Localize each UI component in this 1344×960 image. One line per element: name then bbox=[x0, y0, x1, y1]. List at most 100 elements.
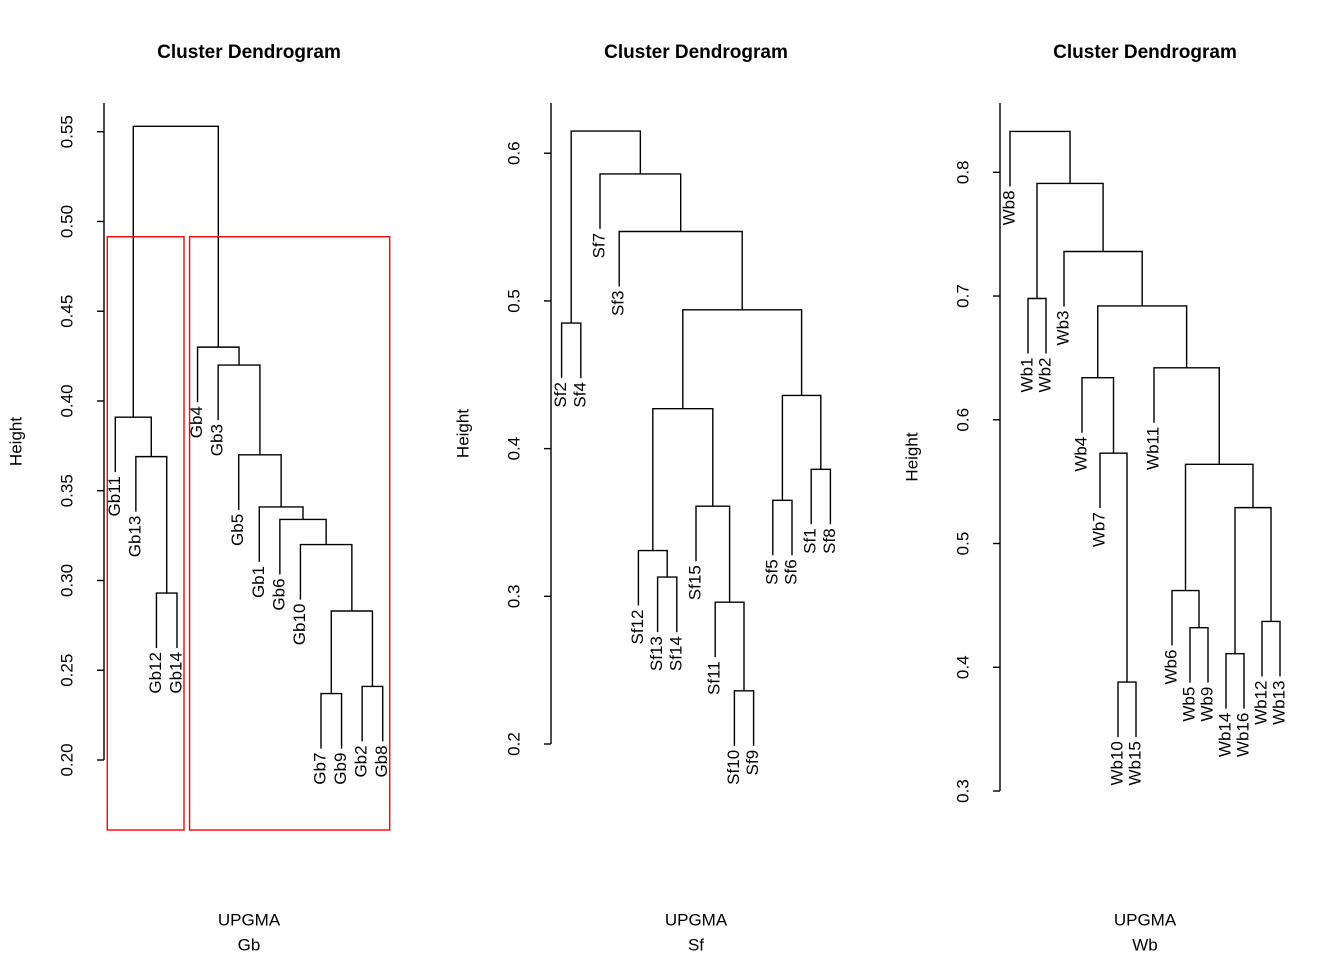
sub-label: Wb bbox=[1132, 935, 1158, 954]
leaf-label: Wb9 bbox=[1197, 687, 1216, 722]
merge bbox=[618, 230, 743, 310]
leaf-label: Sf12 bbox=[628, 610, 647, 645]
leaf-label: Sf8 bbox=[820, 528, 839, 554]
chart-title: Cluster Dendrogram bbox=[604, 42, 788, 63]
y-tick-label: 0.35 bbox=[57, 474, 76, 507]
merge bbox=[637, 549, 668, 606]
leaf-label: Wb13 bbox=[1269, 680, 1288, 724]
y-axis-label: Height bbox=[902, 432, 921, 481]
leaf-label: Wb10 bbox=[1107, 741, 1126, 785]
merge bbox=[320, 692, 343, 749]
leaf-label: Gb11 bbox=[105, 476, 124, 516]
leaf-label: Wb4 bbox=[1071, 437, 1090, 472]
chart-title: Cluster Dendrogram bbox=[1053, 42, 1237, 63]
leaf-label: Gb10 bbox=[290, 604, 309, 646]
merge bbox=[1189, 626, 1209, 683]
y-tick-label: 0.3 bbox=[953, 779, 972, 803]
y-tick-label: 0.6 bbox=[504, 141, 523, 165]
merge bbox=[361, 685, 384, 742]
merge bbox=[1009, 130, 1071, 187]
y-tick-label: 0.6 bbox=[953, 408, 972, 432]
leaf-label: Sf10 bbox=[724, 750, 743, 785]
y-tick-label: 0.3 bbox=[504, 584, 523, 608]
y-tick-label: 0.5 bbox=[504, 289, 523, 313]
merge bbox=[599, 173, 682, 232]
merge bbox=[238, 454, 282, 510]
leaf-label: Sf5 bbox=[762, 559, 781, 585]
leaf-label: Sf15 bbox=[685, 565, 704, 600]
leaf-label: Sf9 bbox=[743, 750, 762, 776]
merge bbox=[1261, 620, 1281, 677]
merge bbox=[114, 416, 152, 473]
leaf-label: Sf11 bbox=[705, 661, 724, 695]
cluster-box bbox=[106, 236, 185, 831]
y-tick-label: 0.2 bbox=[504, 732, 523, 756]
merge bbox=[1225, 652, 1245, 709]
leaf-label: Gb3 bbox=[208, 424, 227, 456]
leaf-label: Wb2 bbox=[1035, 358, 1054, 393]
leaf-label: Sf7 bbox=[589, 233, 608, 259]
leaf-label: Wb8 bbox=[999, 190, 1018, 225]
leaf-label: Gb6 bbox=[269, 578, 288, 610]
merge bbox=[299, 543, 353, 612]
y-tick-label: 0.55 bbox=[57, 115, 76, 148]
cluster-box bbox=[188, 236, 391, 831]
merge bbox=[1099, 452, 1128, 683]
y-tick-label: 0.4 bbox=[504, 437, 523, 461]
leaf-label: Gb4 bbox=[187, 406, 206, 438]
y-tick-label: 0.40 bbox=[57, 384, 76, 417]
merge bbox=[330, 610, 374, 694]
leaf-label: Gb12 bbox=[146, 652, 165, 694]
y-tick-label: 0.7 bbox=[953, 284, 972, 308]
x-axis-label: UPGMA bbox=[1114, 910, 1177, 929]
merge bbox=[733, 690, 755, 746]
leaf-label: Wb5 bbox=[1179, 687, 1198, 722]
leaf-label: Wb16 bbox=[1233, 713, 1252, 757]
merge bbox=[1097, 305, 1188, 378]
y-tick-label: 0.50 bbox=[57, 205, 76, 238]
merge bbox=[682, 309, 803, 409]
leaf-label: Wb11 bbox=[1143, 427, 1162, 470]
merge bbox=[695, 505, 731, 603]
merge bbox=[570, 130, 642, 324]
leaf-label: Wb6 bbox=[1161, 650, 1180, 685]
merge bbox=[1184, 463, 1254, 591]
merge bbox=[652, 408, 714, 551]
merge bbox=[1117, 681, 1137, 738]
merge bbox=[656, 576, 678, 633]
merge bbox=[1036, 182, 1104, 299]
leaf-label: Gb8 bbox=[372, 745, 391, 777]
merge bbox=[132, 125, 220, 418]
merge bbox=[810, 468, 832, 525]
y-tick-label: 0.20 bbox=[57, 743, 76, 776]
leaf-label: Sf2 bbox=[551, 382, 570, 408]
y-axis-label: Height bbox=[453, 409, 472, 458]
merge bbox=[1063, 250, 1143, 307]
leaf-label: Sf13 bbox=[647, 636, 666, 671]
leaf-label: Sf4 bbox=[570, 382, 589, 408]
merge bbox=[1027, 297, 1047, 354]
x-axis-label: UPGMA bbox=[665, 910, 728, 929]
y-tick-label: 0.25 bbox=[57, 654, 76, 687]
leaf-label: Wb3 bbox=[1053, 310, 1072, 345]
leaf-label: Wb1 bbox=[1017, 358, 1036, 393]
leaf-label: Gb7 bbox=[310, 753, 329, 785]
leaf-label: Sf1 bbox=[801, 528, 820, 554]
y-tick-label: 0.4 bbox=[953, 655, 972, 679]
y-tick-label: 0.45 bbox=[57, 295, 76, 328]
leaf-label: Gb5 bbox=[228, 514, 247, 546]
merge bbox=[1234, 506, 1272, 654]
leaf-label: Gb14 bbox=[166, 652, 185, 694]
sub-label: Gb bbox=[238, 935, 261, 954]
y-tick-label: 0.8 bbox=[953, 160, 972, 184]
leaf-label: Wb15 bbox=[1125, 741, 1144, 785]
merge bbox=[560, 322, 582, 379]
chart-title: Cluster Dendrogram bbox=[157, 42, 341, 63]
leaf-label: Gb2 bbox=[352, 745, 371, 777]
leaf-label: Sf14 bbox=[666, 636, 685, 671]
merge bbox=[772, 499, 793, 556]
y-tick-label: 0.5 bbox=[953, 532, 972, 556]
merge bbox=[781, 394, 822, 501]
merge bbox=[217, 364, 261, 455]
leaf-label: Wb12 bbox=[1251, 680, 1270, 724]
